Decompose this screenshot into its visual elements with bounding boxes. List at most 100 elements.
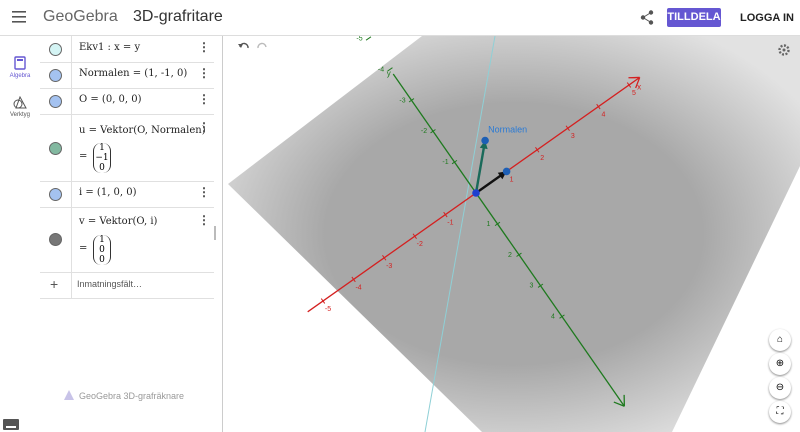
tick-mark — [351, 276, 356, 283]
header: GeoGebra 3D-grafritare TILLDELA LOGGA IN — [0, 0, 800, 36]
input-field[interactable]: Inmatningsfält… — [77, 279, 143, 289]
tick-label: -4 — [355, 284, 361, 291]
tick-label: -2 — [417, 241, 423, 248]
graphics-view[interactable]: -5-4-3-2-112345x4321-1-2-3-4-5-6yNormale… — [222, 36, 800, 432]
result-prefix: = — [79, 243, 88, 254]
tick-mark — [565, 125, 570, 131]
visibility-toggle[interactable] — [49, 95, 62, 108]
tick-mark — [408, 98, 415, 103]
logo[interactable]: GeoGebra — [43, 8, 118, 25]
tools-icon[interactable] — [13, 96, 27, 109]
tick-label: 2 — [540, 155, 544, 162]
visibility-toggle[interactable] — [49, 142, 62, 155]
row-text: Normalen = (1, -1, 0) — [79, 68, 188, 79]
vector-entry: 1 — [99, 235, 105, 245]
visibility-toggle[interactable] — [49, 69, 62, 82]
vector-entry: 0 — [99, 255, 105, 265]
vector-entry: 0 — [99, 245, 105, 255]
side-rail: Algebra Verktyg — [0, 36, 41, 432]
algebra-row[interactable]: v = Vektor(O, i) = 1 0 0 ⋮ — [40, 207, 214, 273]
axis-label: y — [387, 69, 391, 78]
tick-label: 3 — [571, 133, 575, 140]
row-menu[interactable]: ⋮ — [198, 213, 210, 227]
vector-u — [474, 140, 487, 194]
tick-label: 1 — [487, 221, 491, 228]
settings[interactable] — [778, 44, 790, 56]
algebra-icon[interactable] — [14, 56, 26, 70]
algebra-row[interactable]: Ekv1 : x = y ⋮ — [40, 36, 214, 63]
menu-icon[interactable] — [12, 11, 26, 23]
algebra-row[interactable]: i = (1, 0, 0) ⋮ — [40, 181, 214, 208]
tick-label: -1 — [447, 220, 453, 227]
tick-mark — [443, 211, 448, 218]
tools-tab[interactable]: Verktyg — [9, 112, 30, 118]
point-i[interactable] — [502, 167, 511, 176]
row-menu[interactable]: ⋮ — [198, 92, 210, 106]
tick-mark — [596, 103, 601, 110]
point-o[interactable] — [472, 189, 480, 197]
point-label: Normalen — [488, 125, 527, 135]
tick-label: -3 — [399, 97, 405, 104]
visibility-toggle[interactable] — [49, 233, 62, 246]
row-text: v = Vektor(O, i) — [79, 216, 158, 227]
algebra-row[interactable]: u = Vektor(O, Normalen) = 1 −1 0 ⋮ — [40, 114, 214, 182]
z-axis — [424, 36, 496, 432]
row-text: u = Vektor(O, Normalen) — [79, 125, 206, 136]
tick-label: -5 — [356, 36, 362, 43]
row-text: Ekv1 : x = y — [79, 42, 141, 53]
home-button[interactable]: ⌂ — [769, 329, 791, 351]
input-row[interactable]: + Inmatningsfält… — [40, 272, 214, 299]
tick-label: 4 — [551, 314, 555, 321]
row-text: O = (0, 0, 0) — [79, 94, 142, 105]
zoom-in-button[interactable]: ⊕ — [769, 353, 791, 375]
plane — [228, 36, 800, 432]
tick-mark — [516, 252, 522, 257]
tick-mark — [559, 314, 565, 319]
algebra-tab[interactable]: Algebra — [9, 73, 31, 79]
vector-entry: −1 — [95, 153, 109, 163]
algebra-row[interactable]: Normalen = (1, -1, 0) ⋮ — [40, 62, 214, 89]
tick-mark — [365, 36, 372, 41]
tick-mark — [320, 298, 326, 304]
tick-label: 2 — [508, 252, 512, 259]
tick-label: 4 — [601, 112, 605, 119]
tick-mark — [387, 67, 393, 72]
point-normalen[interactable] — [481, 136, 489, 145]
visibility-toggle[interactable] — [49, 188, 62, 201]
tick-mark — [494, 221, 501, 227]
axis-line — [392, 73, 625, 407]
tick-label: -4 — [378, 66, 384, 73]
footer-icon — [64, 390, 74, 400]
tick-label: -3 — [386, 263, 392, 270]
tick-mark — [430, 129, 436, 134]
assign-button[interactable]: TILLDELA — [667, 8, 721, 27]
footer-text: GeoGebra 3D-grafräknare — [79, 391, 185, 401]
add-icon: + — [50, 276, 59, 292]
share-icon[interactable] — [640, 10, 654, 25]
fullscreen-button[interactable]: ⛶ — [769, 401, 791, 423]
tick-mark — [451, 159, 458, 165]
tick-mark — [382, 255, 387, 261]
tick-label: 3 — [530, 283, 534, 290]
tick-mark — [537, 283, 544, 288]
row-text: i = (1, 0, 0) — [79, 187, 137, 198]
scrollbar[interactable] — [214, 226, 217, 240]
row-menu[interactable]: ⋮ — [198, 120, 210, 134]
undo[interactable] — [238, 42, 249, 49]
algebra-row[interactable]: O = (0, 0, 0) ⋮ — [40, 88, 214, 115]
row-menu[interactable]: ⋮ — [198, 185, 210, 199]
tick-label: -2 — [421, 128, 427, 135]
login-button[interactable]: LOGGA IN — [740, 12, 794, 24]
keyboard-icon[interactable] — [3, 419, 19, 430]
visibility-toggle[interactable] — [49, 43, 62, 56]
zoom-out-button[interactable]: ⊖ — [769, 377, 791, 399]
redo[interactable] — [257, 42, 267, 49]
axis-arrow — [613, 394, 625, 407]
tick-label: 5 — [632, 90, 636, 97]
row-menu[interactable]: ⋮ — [198, 66, 210, 80]
row-menu[interactable]: ⋮ — [198, 40, 210, 54]
tick-mark — [412, 233, 417, 239]
tick-mark — [626, 82, 632, 88]
